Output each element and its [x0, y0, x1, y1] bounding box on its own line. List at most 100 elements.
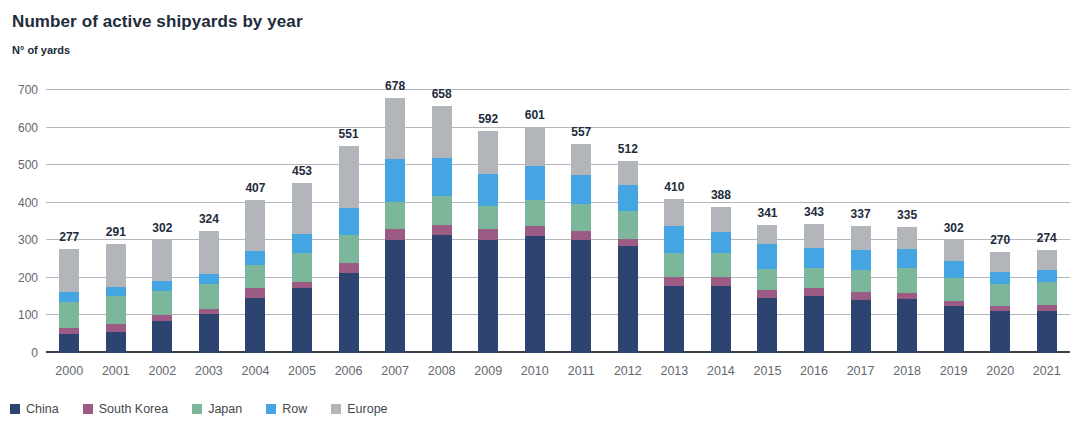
bar-segment-japan-2017 [851, 270, 871, 292]
bar-segment-japan-2003 [199, 284, 219, 309]
bar-column-2006: 551 [325, 90, 372, 353]
legend-label-china: China [26, 402, 59, 416]
bar-stack-2020 [990, 252, 1010, 353]
bar-segment-japan-2014 [711, 253, 731, 277]
bar-segment-europe-2007 [385, 98, 405, 159]
bar-segment-china-2014 [711, 286, 731, 353]
x-tick-label-2010: 2010 [511, 364, 558, 378]
bar-segment-europe-2019 [944, 240, 964, 262]
bar-segment-row-2013 [664, 226, 684, 252]
y-tick-label-100: 100 [4, 308, 38, 322]
y-tick-label-700: 700 [4, 83, 38, 97]
bar-segment-south-korea-2011 [571, 231, 591, 240]
bar-segment-china-2000 [59, 334, 79, 353]
bar-segment-china-2019 [944, 306, 964, 353]
bar-segment-china-2018 [897, 299, 917, 353]
bar-segment-south-korea-2010 [525, 226, 545, 236]
bar-segment-japan-2009 [478, 206, 498, 229]
bar-segment-japan-2020 [990, 284, 1010, 305]
bar-segment-row-2001 [106, 287, 126, 296]
bar-stack-2008 [432, 106, 452, 353]
legend-swatch-row [266, 404, 276, 414]
bar-segment-japan-2005 [292, 253, 312, 281]
bar-segment-europe-2020 [990, 252, 1010, 273]
bar-segment-row-2004 [245, 251, 265, 265]
chart-title: Number of active shipyards by year [12, 12, 303, 32]
bar-total-label-2002: 302 [152, 221, 172, 235]
bar-segment-japan-2012 [618, 211, 638, 238]
legend-swatch-japan [192, 404, 202, 414]
bar-segment-china-2005 [292, 288, 312, 353]
legend-item-europe: Europe [331, 402, 387, 416]
bar-column-2011: 557 [558, 90, 605, 353]
bar-segment-europe-2004 [245, 200, 265, 251]
bar-segment-china-2017 [851, 300, 871, 353]
bar-stack-2019 [944, 240, 964, 353]
x-tick-label-2004: 2004 [232, 364, 279, 378]
bar-segment-south-korea-2008 [432, 225, 452, 236]
bar-total-label-2018: 335 [897, 208, 917, 222]
bar-column-2009: 592 [465, 90, 512, 353]
x-tick-label-2006: 2006 [325, 364, 372, 378]
bar-segment-row-2006 [339, 208, 359, 235]
y-axis-caption: N° of yards [12, 44, 70, 56]
bar-segment-europe-2011 [571, 144, 591, 175]
bar-stack-2011 [571, 144, 591, 353]
legend-label-japan: Japan [208, 402, 242, 416]
x-tick-label-2017: 2017 [837, 364, 884, 378]
bar-segment-china-2007 [385, 240, 405, 353]
bar-column-2016: 343 [791, 90, 838, 353]
x-tick-label-2020: 2020 [977, 364, 1024, 378]
legend-item-japan: Japan [192, 402, 242, 416]
x-tick-label-2015: 2015 [744, 364, 791, 378]
bar-segment-europe-2015 [757, 225, 777, 244]
x-tick-label-2003: 2003 [186, 364, 233, 378]
bar-segment-row-2010 [525, 166, 545, 200]
x-tick-label-2021: 2021 [1023, 364, 1070, 378]
bar-segment-row-2003 [199, 274, 219, 285]
legend-swatch-south-korea [83, 404, 93, 414]
bar-stack-2010 [525, 127, 545, 353]
bar-segment-japan-2018 [897, 268, 917, 292]
x-tick-label-2000: 2000 [46, 364, 93, 378]
bar-segment-japan-2001 [106, 296, 126, 325]
bar-segment-europe-2003 [199, 231, 219, 273]
bar-segment-row-2014 [711, 232, 731, 252]
bar-stack-2002 [152, 240, 172, 353]
bar-segment-europe-2001 [106, 244, 126, 288]
bar-segment-japan-2008 [432, 196, 452, 225]
bar-segment-japan-2015 [757, 269, 777, 291]
bar-column-2019: 302 [930, 90, 977, 353]
bar-column-2020: 270 [977, 90, 1024, 353]
bar-segment-europe-2013 [664, 199, 684, 226]
legend-item-row: Row [266, 402, 307, 416]
bar-column-2021: 274 [1023, 90, 1070, 353]
bar-segment-europe-2008 [432, 106, 452, 159]
x-tick-label-2016: 2016 [791, 364, 838, 378]
bar-segment-europe-2016 [804, 224, 824, 248]
bar-segment-japan-2021 [1037, 282, 1057, 305]
bar-segment-china-2010 [525, 236, 545, 353]
bar-column-2015: 341 [744, 90, 791, 353]
bar-segment-europe-2014 [711, 207, 731, 232]
bar-segment-south-korea-2016 [804, 288, 824, 296]
bar-segment-china-2021 [1037, 311, 1057, 353]
bar-total-label-2007: 678 [385, 79, 405, 93]
bar-segment-south-korea-2012 [618, 239, 638, 247]
bar-segment-europe-2009 [478, 131, 498, 174]
bar-column-2004: 407 [232, 90, 279, 353]
x-tick-label-2002: 2002 [139, 364, 186, 378]
bar-total-label-2000: 277 [59, 230, 79, 244]
bar-column-2017: 337 [837, 90, 884, 353]
bars-layer: 2772913023244074535516786585926015575124… [46, 90, 1070, 353]
bar-stack-2005 [292, 183, 312, 353]
bar-segment-row-2017 [851, 250, 871, 270]
bar-segment-south-korea-2007 [385, 229, 405, 240]
bar-segment-japan-2000 [59, 302, 79, 328]
x-tick-label-2019: 2019 [930, 364, 977, 378]
bar-stack-2017 [851, 226, 871, 353]
bar-stack-2021 [1037, 250, 1057, 353]
legend-label-row: Row [282, 402, 307, 416]
x-tick-label-2012: 2012 [605, 364, 652, 378]
bar-segment-row-2019 [944, 261, 964, 278]
